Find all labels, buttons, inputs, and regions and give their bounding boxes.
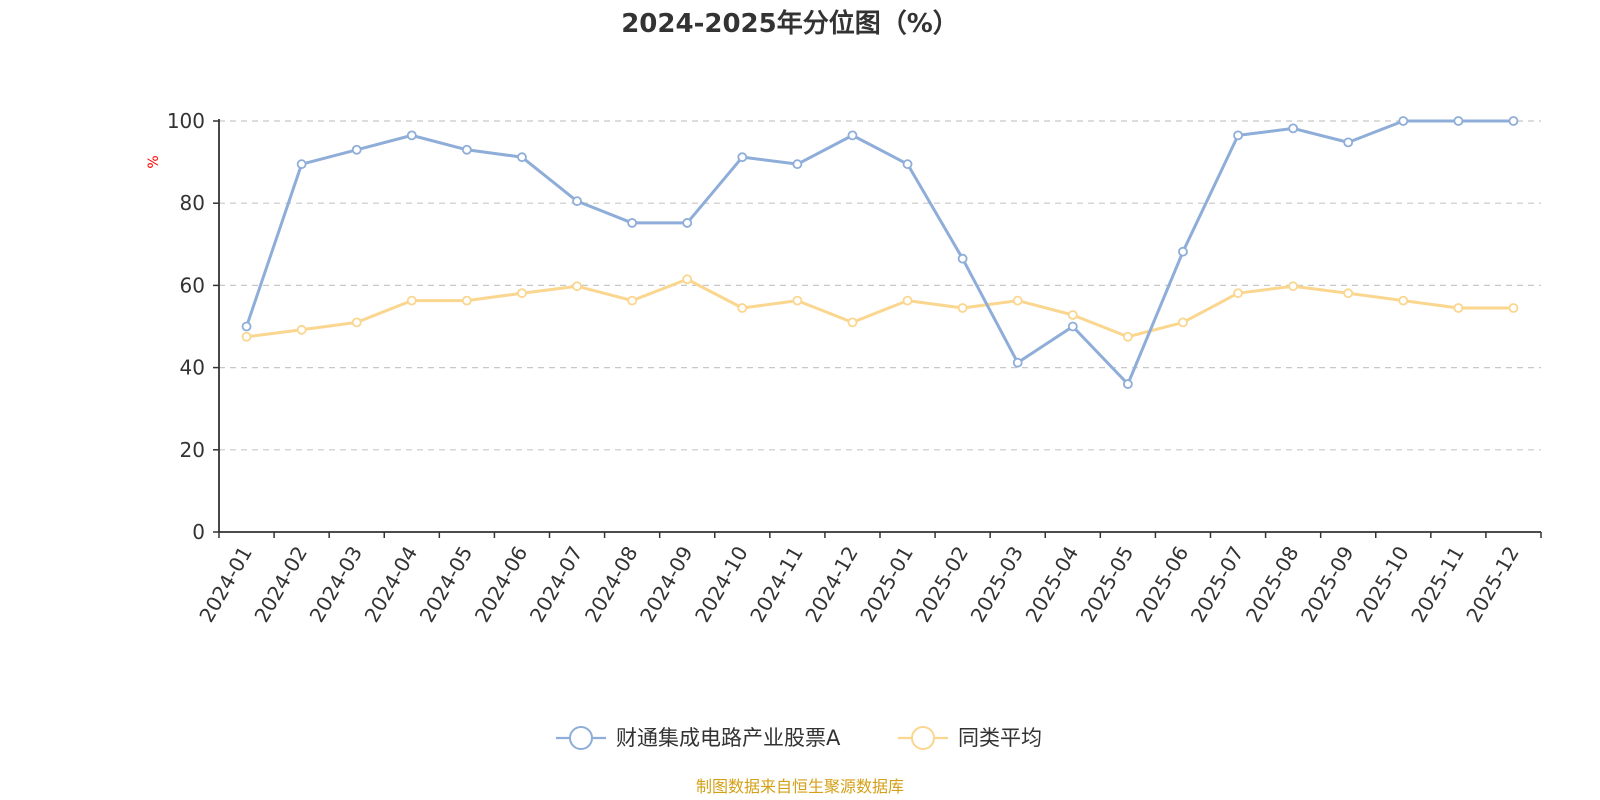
series-2-point xyxy=(792,295,803,306)
x-tick-label: 2025-11 xyxy=(1406,542,1469,626)
series-2-point xyxy=(296,324,307,335)
legend: 财通集成电路产业股票A 同类平均 xyxy=(556,726,1042,750)
series-1-point xyxy=(1288,123,1299,134)
series-1-point xyxy=(572,196,582,207)
series-layer xyxy=(241,116,1519,389)
series-1-point xyxy=(847,130,858,141)
x-tick-label: 2024-12 xyxy=(800,542,863,626)
grid-lines xyxy=(219,120,1541,451)
series-2-point xyxy=(737,303,748,313)
legend-marker-1 xyxy=(569,726,593,750)
series-2-point xyxy=(1343,288,1354,299)
series-2-point xyxy=(1398,295,1409,306)
series-2-point xyxy=(957,303,968,313)
series-2-point xyxy=(1012,295,1023,306)
series-1-point xyxy=(296,159,307,170)
y-tick-label: 80 xyxy=(180,191,205,215)
series-2-point xyxy=(902,295,913,306)
series-line-2 xyxy=(245,277,1515,339)
x-tick-label: 2024-01 xyxy=(194,542,257,626)
series-2-point xyxy=(461,295,472,306)
series-1-point xyxy=(1343,137,1354,148)
series-2-point xyxy=(1288,281,1299,292)
x-tick-label: 2024-04 xyxy=(360,542,423,626)
x-tick-label: 2024-07 xyxy=(525,542,588,626)
data-source-note: 制图数据来自恒生聚源数据库 xyxy=(696,777,904,796)
x-tick-label: 2025-01 xyxy=(855,542,918,626)
x-axis-ticks: 2024-012024-022024-032024-042024-052024-… xyxy=(194,532,1542,626)
series-1-point xyxy=(627,218,638,228)
series-2-point xyxy=(847,317,858,328)
series-line-1 xyxy=(245,119,1515,386)
legend-label-2: 同类平均 xyxy=(958,726,1042,750)
axes xyxy=(218,119,1541,533)
x-tick-label: 2024-10 xyxy=(690,542,753,626)
series-2-point xyxy=(406,295,417,306)
series-1-point xyxy=(792,159,803,170)
series-1-point xyxy=(957,253,968,264)
x-tick-label: 2024-03 xyxy=(305,542,368,626)
x-tick-label: 2025-09 xyxy=(1296,542,1359,626)
series-1-point xyxy=(682,218,693,228)
series-1-point xyxy=(1122,379,1133,389)
series-2-point xyxy=(1508,303,1519,313)
series-1-point xyxy=(1012,357,1023,368)
x-tick-label: 2025-08 xyxy=(1241,542,1304,626)
series-2-point xyxy=(1178,317,1188,328)
legend-marker-2 xyxy=(911,726,935,750)
series-2-point xyxy=(351,317,362,328)
x-tick-label: 2024-02 xyxy=(249,542,312,626)
x-tick-label: 2024-05 xyxy=(415,542,478,626)
series-2-point xyxy=(1067,310,1078,320)
series-1-point xyxy=(1453,116,1464,126)
series-1-point xyxy=(1398,116,1409,126)
series-2-point xyxy=(627,295,638,306)
legend-label-1: 财通集成电路产业股票A xyxy=(616,726,841,750)
series-1-point xyxy=(1233,130,1243,141)
series-2-point xyxy=(1122,331,1133,342)
series-1-point xyxy=(737,152,748,163)
y-axis-ticks: 0 20 40 60 80 100 xyxy=(167,109,219,544)
x-tick-label: 2025-05 xyxy=(1076,542,1139,626)
series-2-point xyxy=(572,281,582,292)
x-tick-label: 2025-10 xyxy=(1351,542,1414,626)
x-tick-label: 2025-04 xyxy=(1021,542,1084,626)
series-1-point xyxy=(241,321,252,332)
y-tick-label: 40 xyxy=(180,356,205,380)
series-2-point xyxy=(682,274,693,285)
series-1-point xyxy=(1508,116,1519,126)
chart-title: 2024-2025年分位图（%） xyxy=(621,8,959,39)
y-tick-label: 20 xyxy=(180,438,205,462)
y-tick-label: 0 xyxy=(192,520,205,544)
x-tick-label: 2024-11 xyxy=(745,542,808,626)
series-1-point xyxy=(517,152,527,163)
x-tick-label: 2025-06 xyxy=(1131,542,1194,626)
series-1-point xyxy=(1178,246,1188,257)
y-tick-label: 100 xyxy=(167,109,205,133)
series-2-point xyxy=(241,331,252,342)
series-2-point xyxy=(1233,288,1243,299)
x-tick-label: 2025-03 xyxy=(966,542,1029,626)
series-2-point xyxy=(1453,303,1464,313)
series-2-point xyxy=(517,288,527,299)
x-tick-label: 2024-08 xyxy=(580,542,643,626)
series-1-point xyxy=(461,144,472,155)
x-tick-label: 2025-02 xyxy=(910,542,973,626)
series-1-point xyxy=(1067,321,1078,332)
x-tick-label: 2024-09 xyxy=(635,542,698,626)
series-1-point xyxy=(406,130,417,141)
series-1-point xyxy=(902,159,913,170)
y-axis-label: % xyxy=(146,155,162,168)
y-tick-label: 60 xyxy=(180,273,205,297)
x-tick-label: 2025-12 xyxy=(1461,542,1524,626)
x-tick-label: 2024-06 xyxy=(470,542,533,626)
x-tick-label: 2025-07 xyxy=(1186,542,1249,626)
series-1-point xyxy=(351,144,362,155)
